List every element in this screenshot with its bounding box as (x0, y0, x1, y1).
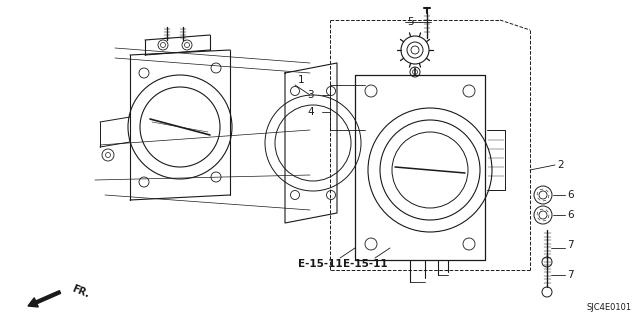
Text: 2: 2 (557, 160, 564, 170)
Text: 3: 3 (307, 90, 314, 100)
Text: 4: 4 (307, 107, 314, 117)
Text: E-15-11: E-15-11 (342, 259, 387, 269)
Text: 7: 7 (567, 240, 573, 250)
Text: E-15-11: E-15-11 (298, 259, 342, 269)
Text: 5: 5 (407, 17, 413, 27)
Text: 1: 1 (298, 75, 305, 85)
Text: 6: 6 (567, 190, 573, 200)
Text: SJC4E0101: SJC4E0101 (587, 303, 632, 312)
Text: FR.: FR. (70, 283, 91, 299)
FancyArrow shape (28, 291, 61, 307)
Text: 6: 6 (567, 210, 573, 220)
Text: 7: 7 (567, 270, 573, 280)
